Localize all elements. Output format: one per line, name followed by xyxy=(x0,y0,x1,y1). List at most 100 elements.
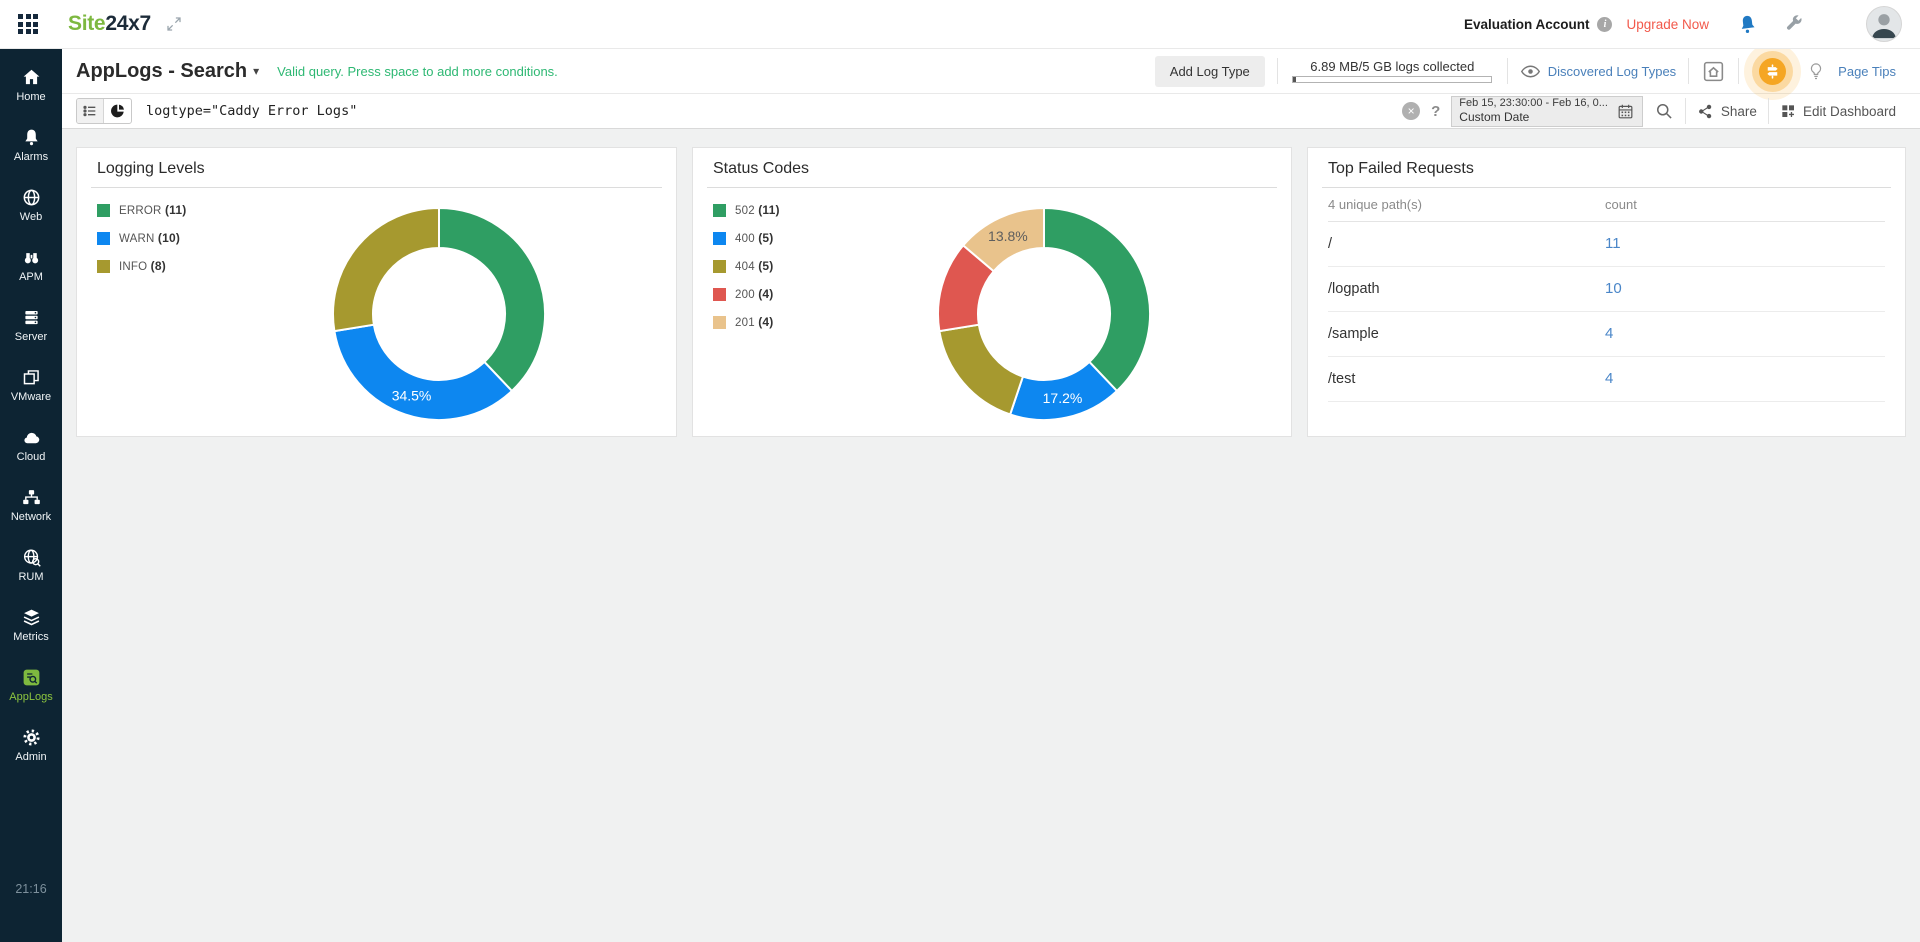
column-header-paths: 4 unique path(s) xyxy=(1328,197,1422,212)
legend-label: 502 (11) xyxy=(735,203,780,217)
guided-tour-spotlight[interactable] xyxy=(1759,57,1787,85)
page-tips-link[interactable]: Page Tips xyxy=(1838,63,1896,79)
sidebar-item-vmware[interactable]: VMware xyxy=(0,355,62,415)
legend-swatch xyxy=(713,287,726,301)
sidebar-item-label: Cloud xyxy=(16,451,46,463)
divider xyxy=(1688,58,1690,84)
request-count-link[interactable]: 4 xyxy=(1605,325,1614,342)
date-range-text: Feb 15, 23:30:00 - Feb 16, 0... xyxy=(1459,97,1608,110)
divider xyxy=(1738,58,1740,84)
sidebar-item-cloud[interactable]: Cloud xyxy=(0,415,62,475)
tools-wrench-icon[interactable] xyxy=(1783,14,1804,35)
divider xyxy=(1684,98,1686,124)
sidebar-item-server[interactable]: Server xyxy=(0,295,62,355)
donut-slice-info[interactable] xyxy=(332,206,440,333)
request-path: / xyxy=(1328,236,1333,252)
legend-item-404[interactable]: 404 (5) xyxy=(713,252,780,280)
account-type-label: Evaluation Account xyxy=(1463,16,1590,32)
request-count-link[interactable]: 10 xyxy=(1605,280,1622,297)
notifications-bell-icon[interactable] xyxy=(1735,13,1757,35)
page-header-row: AppLogs - Search ▾ Valid query. Press sp… xyxy=(62,49,1920,94)
donut-slice-502[interactable] xyxy=(1043,206,1151,393)
info-icon[interactable]: i xyxy=(1597,16,1613,32)
request-count-link[interactable]: 4 xyxy=(1605,370,1614,387)
request-path: /logpath xyxy=(1328,281,1380,297)
sidebar-clock: 21:16 xyxy=(15,882,47,896)
pie-chart-icon xyxy=(110,104,124,118)
applogs-icon xyxy=(21,667,42,688)
discovered-log-types-button[interactable]: Discovered Log Types xyxy=(1520,61,1676,82)
legend-item-200[interactable]: 200 (4) xyxy=(713,280,780,308)
logs-quota: 6.89 MB/5 GB logs collected xyxy=(1290,59,1495,83)
donut-slice-warn[interactable] xyxy=(333,323,514,421)
sidebar-item-label: Metrics xyxy=(13,631,49,643)
main-area: AppLogs - Search ▾ Valid query. Press sp… xyxy=(62,49,1920,942)
chevron-down-icon[interactable]: ▾ xyxy=(253,64,260,78)
snapshot-home-icon[interactable] xyxy=(1701,59,1726,84)
vmware-icon xyxy=(21,367,42,388)
table-row: /logpath 10 xyxy=(1328,267,1885,312)
eye-icon xyxy=(1520,65,1540,77)
search-icon[interactable] xyxy=(1654,101,1674,121)
signpost-icon xyxy=(1767,63,1778,79)
sidebar-item-apm[interactable]: APM xyxy=(0,235,62,295)
request-count-link[interactable]: 11 xyxy=(1605,235,1621,252)
legend-swatch xyxy=(713,203,726,217)
legend-item-error[interactable]: ERROR (11) xyxy=(97,196,186,224)
sidebar-item-applogs[interactable]: AppLogs xyxy=(0,655,62,715)
sidebar-item-admin[interactable]: Admin xyxy=(0,715,62,775)
legend-item-201[interactable]: 201 (4) xyxy=(713,308,780,336)
search-query-input[interactable]: logtype="Caddy Error Logs" xyxy=(146,103,358,119)
site24x7-logo[interactable]: Site24x7 xyxy=(68,12,151,35)
query-view-toggle xyxy=(76,98,132,124)
page-title: AppLogs - Search xyxy=(76,59,248,82)
list-view-button[interactable] xyxy=(77,99,104,123)
top-bar: Site24x7 Evaluation Account i Upgrade No… xyxy=(0,0,1920,49)
sidebar-item-home[interactable]: Home xyxy=(0,55,62,115)
donut-chart: 17.2% 13.8% xyxy=(924,194,1164,439)
clear-query-icon[interactable]: × xyxy=(1402,102,1421,120)
sidebar-item-network[interactable]: Network xyxy=(0,475,62,535)
edit-dashboard-button[interactable]: Edit Dashboard xyxy=(1780,103,1896,119)
upgrade-now-link[interactable]: Upgrade Now xyxy=(1626,16,1709,32)
quota-progress-fill xyxy=(1293,77,1297,82)
legend-item-warn[interactable]: WARN (10) xyxy=(97,224,186,252)
fullscreen-icon[interactable] xyxy=(165,15,183,33)
legend-item-502[interactable]: 502 (11) xyxy=(713,196,780,224)
calendar-icon xyxy=(1618,104,1633,118)
query-valid-hint: Valid query. Press space to add more con… xyxy=(277,63,558,79)
sidebar-item-web[interactable]: Web xyxy=(0,175,62,235)
donut-chart: 34.5% xyxy=(319,194,559,439)
share-button[interactable]: Share xyxy=(1697,103,1757,120)
legend-label: 200 (4) xyxy=(735,287,774,301)
chart-view-button[interactable] xyxy=(104,99,131,123)
sidebar-item-alarms[interactable]: Alarms xyxy=(0,115,62,175)
share-icon xyxy=(1698,104,1712,118)
app-launcher-icon[interactable] xyxy=(18,14,38,34)
query-help-icon[interactable]: ? xyxy=(1431,102,1441,120)
legend-item-400[interactable]: 400 (5) xyxy=(713,224,780,252)
legend-item-info[interactable]: INFO (8) xyxy=(97,252,186,280)
chart-legend: 502 (11) 400 (5) 404 (5) 200 (4) 201 (4) xyxy=(713,196,780,336)
donut-slice-201[interactable] xyxy=(961,206,1045,273)
add-log-type-button[interactable]: Add Log Type xyxy=(1154,55,1265,87)
date-mode-text: Custom Date xyxy=(1459,110,1530,125)
divider xyxy=(1767,98,1769,124)
legend-label: ERROR (11) xyxy=(119,203,187,217)
user-avatar[interactable] xyxy=(1866,6,1902,42)
legend-swatch xyxy=(97,231,110,245)
legend-swatch xyxy=(713,231,726,245)
legend-swatch xyxy=(713,315,726,329)
sidebar-item-metrics[interactable]: Metrics xyxy=(0,595,62,655)
discovered-log-types-label: Discovered Log Types xyxy=(1547,63,1677,79)
date-range-picker[interactable]: Feb 15, 23:30:00 - Feb 16, 0... Custom D… xyxy=(1451,95,1643,127)
metrics-icon xyxy=(21,607,42,628)
donut-slice-404[interactable] xyxy=(938,323,1025,416)
donut-slice-error[interactable] xyxy=(438,206,546,393)
request-path: /test xyxy=(1328,371,1356,387)
sidebar-item-rum[interactable]: RUM xyxy=(0,535,62,595)
sidebar-item-label: VMware xyxy=(10,391,52,403)
legend-label: INFO (8) xyxy=(119,259,166,273)
sidebar-item-label: APM xyxy=(19,271,43,283)
edit-dashboard-icon xyxy=(1782,105,1794,117)
